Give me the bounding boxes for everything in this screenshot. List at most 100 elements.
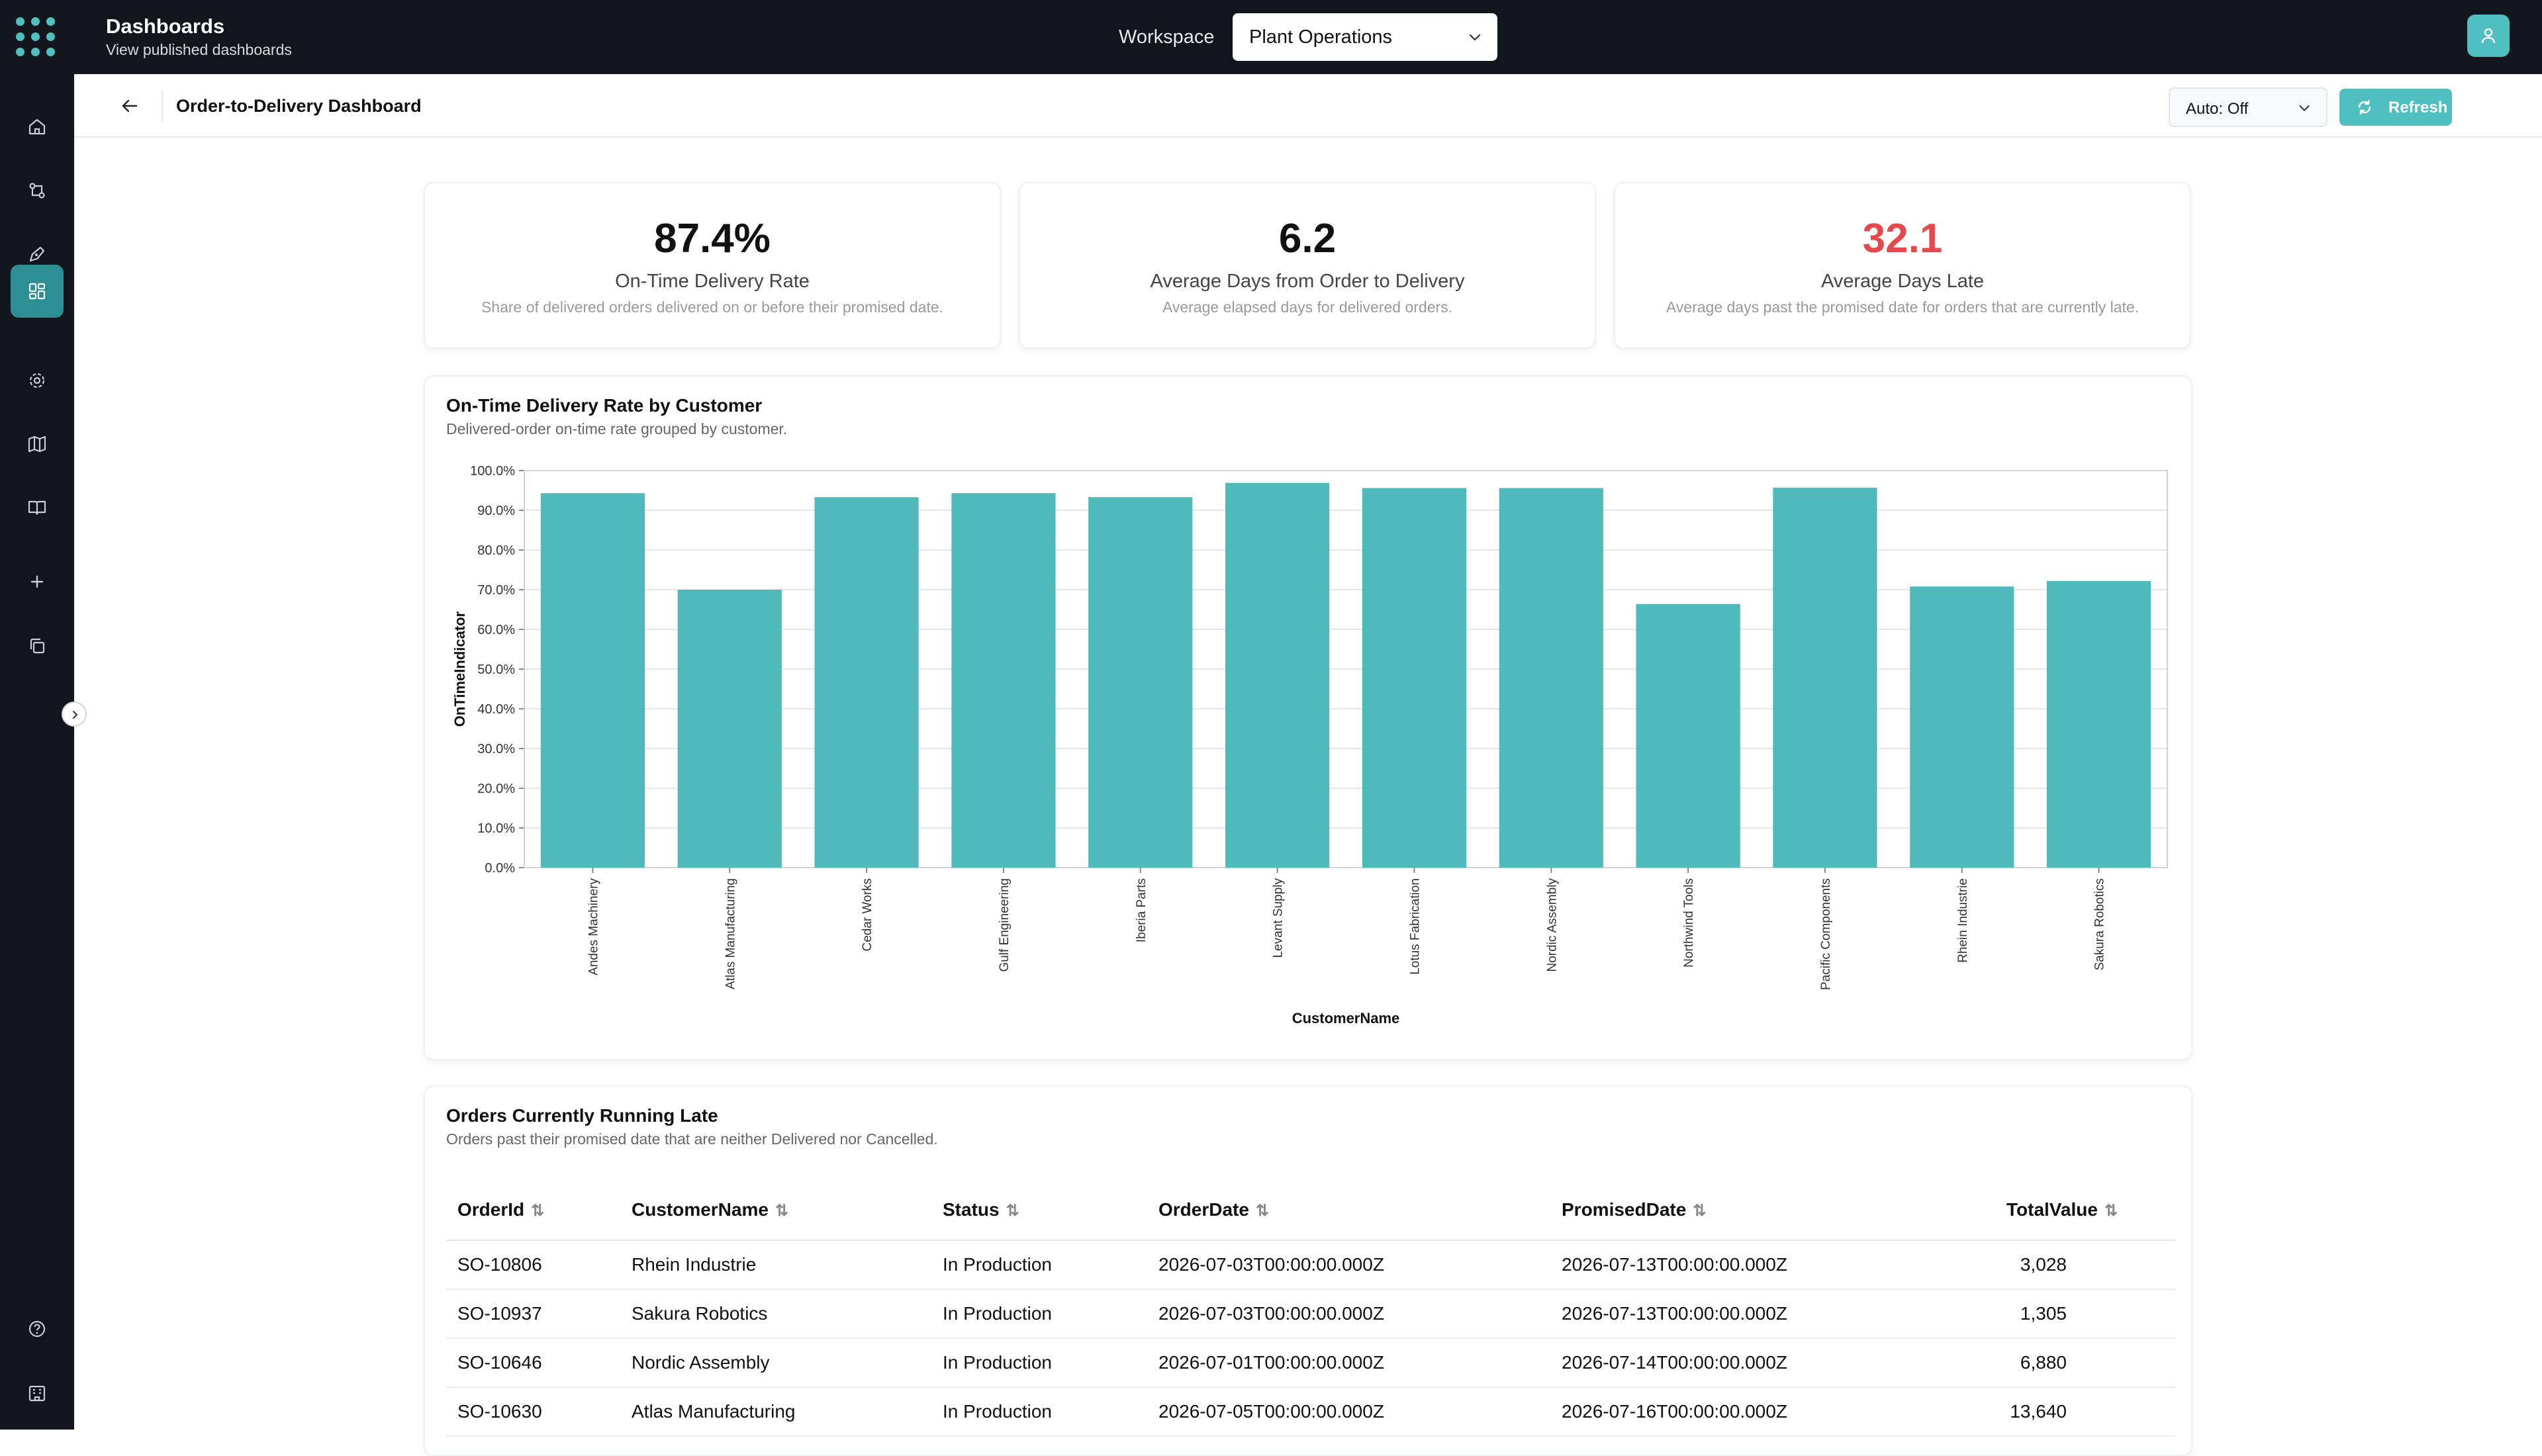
sidebar-item-design[interactable] — [11, 228, 64, 281]
workspace-label: Workspace — [1119, 26, 1215, 48]
bar — [1773, 487, 1877, 868]
user-avatar-button[interactable] — [2467, 15, 2510, 57]
kpi-value: 6.2 — [1278, 216, 1337, 261]
bar — [2046, 580, 2151, 868]
table-cell-customername: Rhein Industrie — [620, 1240, 931, 1290]
y-tick-label: 100.0% — [470, 464, 515, 478]
refresh-icon — [2358, 99, 2371, 115]
y-tick-label: 70.0% — [477, 583, 515, 598]
kpi-label: On-Time Delivery Rate — [615, 271, 810, 292]
table-row[interactable]: SO-10646 Nordic Assembly In Production 2026… — [446, 1338, 2175, 1388]
y-tick-label: 90.0% — [477, 504, 515, 518]
table-row[interactable]: SO-10806 Rhein Industrie In Production 2026… — [446, 1240, 2175, 1290]
kpi-card-on-time-rate: 87.4% On-Time Delivery Rate Share of del… — [424, 182, 1001, 349]
kpi-value: 32.1 — [1862, 216, 1943, 261]
late-orders-card: Orders Currently Running Late Orders pas… — [424, 1085, 2192, 1456]
book-icon — [28, 500, 46, 516]
chevron-right-icon — [73, 711, 78, 719]
top-bar: Dashboards View published dashboards Wor… — [0, 0, 2542, 74]
bar-chart: 0.0% 10.0% 20.0% 30.0% 40.0% 50.0% 60.0% 70.0% 8… — [451, 464, 2168, 1026]
table-row[interactable]: SO-10630 Atlas Manufacturing In Production… — [446, 1387, 2175, 1437]
app-logo-icon[interactable] — [16, 17, 56, 57]
workspace-value: Plant Operations — [1249, 26, 1393, 48]
table-cell-promiseddate: 2026-07-13T00:00:00.000Z — [1550, 1289, 1995, 1339]
auto-refresh-select[interactable]: Auto: Off — [2169, 87, 2328, 127]
table-cell-orderdate: 2026-07-03T00:00:00.000Z — [1147, 1240, 1550, 1290]
table-cell-orderid: SO-10630 — [446, 1387, 620, 1437]
bar — [951, 493, 1056, 868]
copy-icon — [30, 638, 45, 654]
refresh-button[interactable]: Refresh — [2339, 89, 2452, 126]
x-tick-label: Atlas Manufacturing — [724, 878, 737, 989]
sidebar-item-map[interactable] — [11, 418, 64, 471]
bar — [814, 497, 919, 868]
sort-icon[interactable]: ⇅ — [2104, 1201, 2118, 1220]
sidebar-item-home[interactable] — [11, 100, 64, 153]
header-divider — [162, 90, 163, 122]
user-icon — [2481, 28, 2496, 44]
back-button[interactable] — [117, 93, 143, 119]
x-tick-label: Nordic Assembly — [1545, 878, 1559, 972]
sidebar-item-data-flows[interactable] — [11, 164, 64, 217]
x-tick-label: Levant Supply — [1272, 878, 1286, 958]
column-header-status[interactable]: Status ⇅ — [931, 1179, 1147, 1241]
column-header-orderid[interactable]: OrderId ⇅ — [446, 1179, 620, 1241]
sort-icon[interactable]: ⇅ — [1693, 1201, 1707, 1220]
x-tick-label: Iberia Parts — [1135, 878, 1149, 942]
sort-icon[interactable]: ⇅ — [1255, 1201, 1270, 1220]
table-cell-orderdate: 2026-07-05T00:00:00.000Z — [1147, 1387, 1550, 1437]
y-tick-label: 10.0% — [477, 821, 515, 836]
column-header-orderdate[interactable]: OrderDate ⇅ — [1147, 1179, 1550, 1241]
column-header-totalvalue[interactable]: TotalValue ⇅ — [1995, 1179, 2175, 1241]
sidebar-item-dashboards[interactable] — [11, 265, 64, 318]
column-header-promiseddate[interactable]: PromisedDate ⇅ — [1550, 1179, 1995, 1241]
kpi-label: Average Days Late — [1820, 271, 1985, 292]
sidebar-item-copy[interactable] — [11, 619, 64, 672]
app-subtitle: View published dashboards — [106, 41, 292, 58]
sort-icon[interactable]: ⇅ — [775, 1201, 789, 1220]
auto-refresh-value: Auto: Off — [2186, 100, 2249, 118]
table-cell-totalvalue: 6,880 — [1995, 1338, 2175, 1388]
y-tick-label: 60.0% — [477, 623, 515, 637]
table-cell-orderid: SO-10937 — [446, 1289, 620, 1339]
table-cell-customername: Sakura Robotics — [620, 1289, 931, 1339]
sidebar-item-organization[interactable] — [11, 1367, 64, 1420]
x-tick-label: Northwind Tools — [1682, 878, 1696, 968]
sort-icon[interactable]: ⇅ — [1006, 1201, 1019, 1220]
table-cell-status: In Production — [931, 1240, 1147, 1290]
sidebar-expand-toggle[interactable] — [62, 702, 87, 727]
bar — [1499, 488, 1603, 868]
kpi-card-avg-days-late: 32.1 Average Days Late Average days past… — [1614, 182, 2191, 349]
bar — [540, 493, 645, 868]
plot-frame — [524, 470, 2168, 868]
table-header-row: OrderId ⇅ CustomerName ⇅ Status ⇅ OrderDate… — [446, 1179, 2175, 1241]
y-tick-label: 80.0% — [477, 543, 515, 558]
bar — [1636, 604, 1740, 868]
table-cell-customername: Nordic Assembly — [620, 1338, 931, 1388]
sidebar-item-help[interactable] — [11, 1302, 64, 1355]
x-tick-label: Lotus Fabrication — [1408, 878, 1422, 975]
help-icon — [28, 1320, 46, 1338]
y-tick-label: 50.0% — [477, 662, 515, 677]
x-tick-label: Rhein Industrie — [1956, 878, 1970, 963]
grid-icon — [28, 283, 46, 300]
kpi-description: Average days past the promised date for … — [1666, 298, 2140, 316]
y-tick-label: 20.0% — [477, 782, 515, 796]
sort-icon[interactable]: ⇅ — [531, 1201, 545, 1220]
sidebar-item-settings[interactable] — [11, 354, 64, 407]
x-tick-label: Andes Machinery — [587, 878, 600, 976]
plus-icon — [30, 575, 44, 588]
sidebar-item-add[interactable] — [11, 555, 64, 608]
table-row[interactable]: SO-10937 Sakura Robotics In Production 2026… — [446, 1289, 2175, 1339]
column-header-customername[interactable]: CustomerName ⇅ — [620, 1179, 931, 1241]
table-cell-orderid: SO-10806 — [446, 1240, 620, 1290]
table-cell-promiseddate: 2026-07-16T00:00:00.000Z — [1550, 1387, 1995, 1437]
workspace-select[interactable]: Plant Operations — [1233, 13, 1497, 61]
sidebar-item-docs[interactable] — [11, 481, 64, 534]
building-icon — [28, 1385, 46, 1402]
x-tick-label: Cedar Works — [861, 878, 874, 952]
home-icon — [28, 118, 46, 135]
bar — [1910, 586, 2014, 868]
late-orders-table: OrderId ⇅ CustomerName ⇅ Status ⇅ OrderDate… — [446, 1179, 2175, 1437]
bar — [677, 590, 782, 868]
